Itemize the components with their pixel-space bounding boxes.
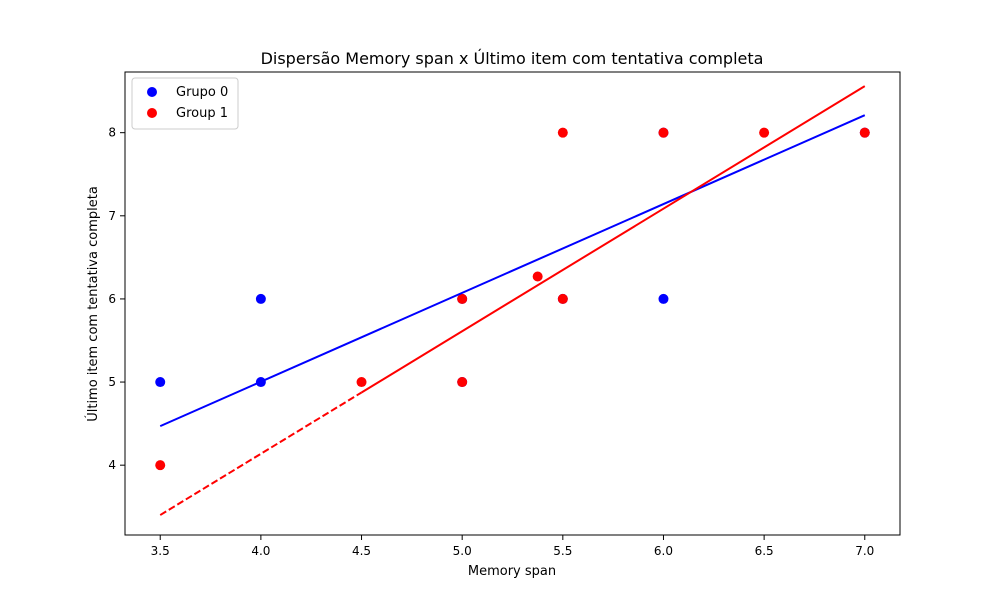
x-tick-label: 6.0 bbox=[654, 544, 673, 558]
legend-label: Group 1 bbox=[176, 106, 228, 121]
series-1-point bbox=[155, 460, 166, 471]
y-tick-label: 4 bbox=[108, 458, 116, 472]
y-tick-label: 7 bbox=[108, 209, 116, 223]
series-1-point bbox=[759, 127, 770, 138]
series-1-point bbox=[356, 377, 367, 388]
x-tick-label: 5.5 bbox=[553, 544, 572, 558]
series-0-point bbox=[255, 293, 266, 304]
series-1-point bbox=[859, 127, 870, 138]
legend-label: Grupo 0 bbox=[176, 85, 228, 100]
chart-title: Dispersão Memory span x Último item com … bbox=[261, 49, 764, 68]
series-1-fit-line-dashed bbox=[159, 391, 363, 516]
x-tick-label: 3.5 bbox=[151, 544, 170, 558]
series-0-point bbox=[658, 293, 669, 304]
y-tick-label: 6 bbox=[108, 292, 116, 306]
legend-box bbox=[131, 77, 239, 130]
legend-marker bbox=[147, 108, 157, 118]
x-axis-label: Memory span bbox=[468, 564, 556, 579]
plot-content bbox=[155, 85, 870, 516]
x-axis-ticks: 3.5 4.0 4.5 5.0 5.5 6.0 6.5 7.0 bbox=[151, 535, 874, 558]
x-tick-label: 5.0 bbox=[453, 544, 472, 558]
series-1-point bbox=[457, 377, 468, 388]
series-1-point bbox=[557, 293, 568, 304]
series-0-point bbox=[155, 377, 166, 388]
legend: Grupo 0 Group 1 bbox=[131, 77, 239, 130]
x-tick-label: 6.5 bbox=[755, 544, 774, 558]
x-tick-label: 4.5 bbox=[352, 544, 371, 558]
y-tick-label: 5 bbox=[108, 375, 116, 389]
x-tick-label: 7.0 bbox=[855, 544, 874, 558]
plot-frame bbox=[124, 71, 901, 536]
x-tick-label: 4.0 bbox=[251, 544, 270, 558]
series-1-point bbox=[557, 127, 568, 138]
series-1-point bbox=[658, 127, 669, 138]
series-0-fit-line bbox=[159, 114, 866, 428]
series-1-point bbox=[457, 293, 468, 304]
y-axis-label: Último item com tentativa completa bbox=[85, 186, 101, 422]
series-1-fit-line bbox=[361, 85, 866, 394]
y-tick-label: 8 bbox=[108, 126, 116, 140]
y-axis-ticks: 4 5 6 7 8 bbox=[108, 126, 125, 472]
series-1-point bbox=[532, 271, 543, 282]
legend-marker bbox=[147, 87, 157, 97]
